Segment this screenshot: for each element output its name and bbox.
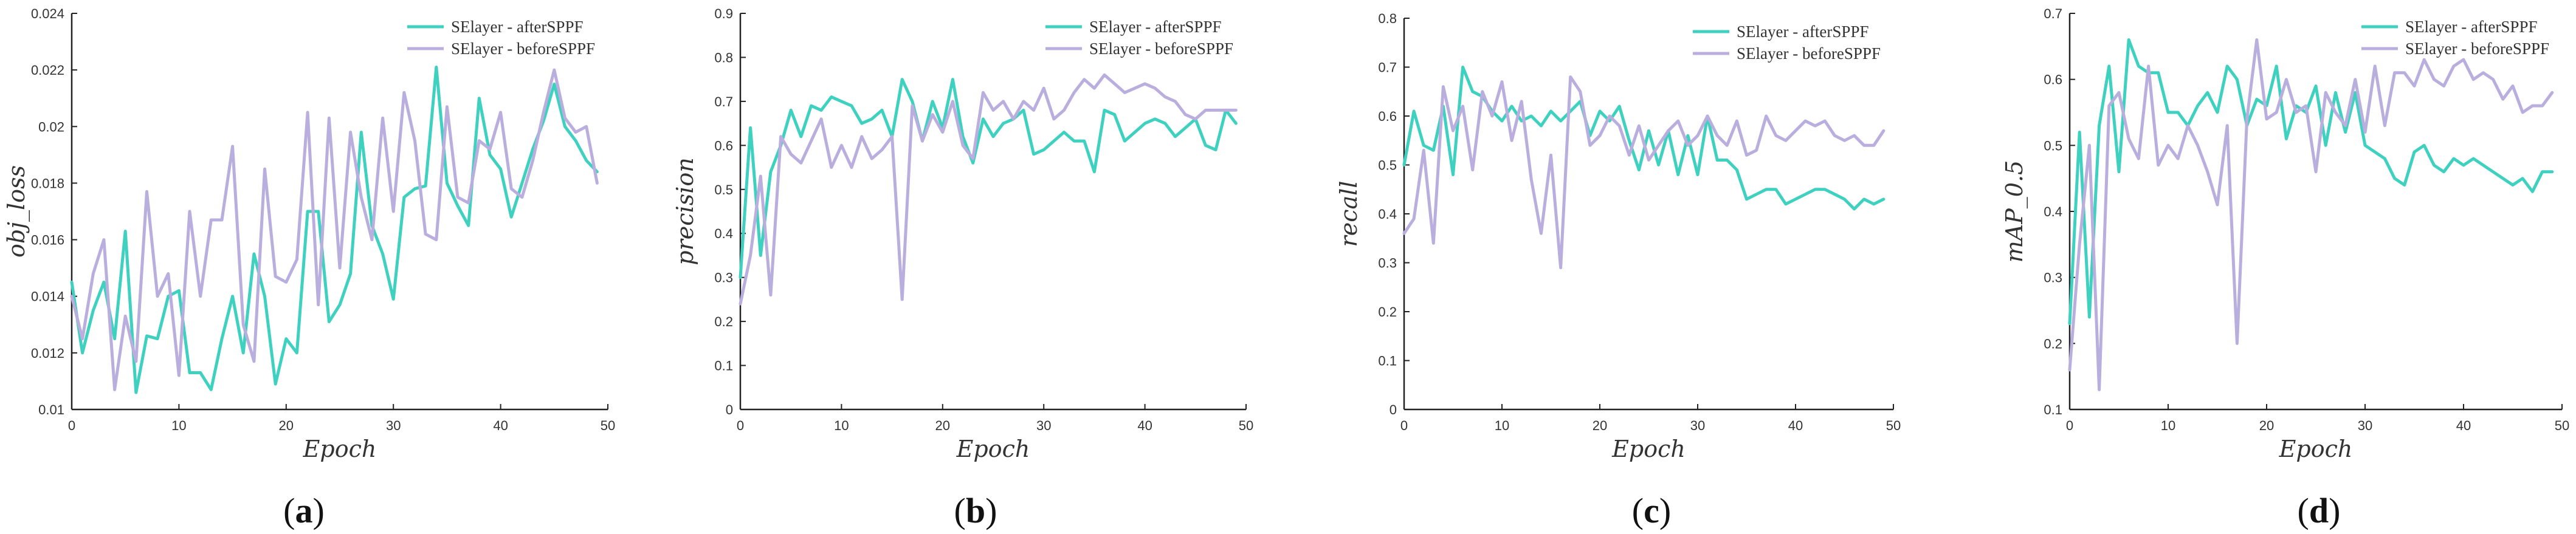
- y-axis-title: mAP_0.5: [2001, 160, 2028, 262]
- x-tick-label: 30: [1690, 418, 1705, 433]
- panel-label: (c): [1632, 491, 1671, 530]
- y-tick-label: 0.7: [714, 94, 733, 109]
- x-tick-label: 50: [2555, 418, 2569, 433]
- y-tick-label: 0.014: [31, 289, 64, 304]
- x-tick-label: 20: [279, 418, 294, 433]
- y-tick-label: 0.4: [714, 226, 733, 241]
- y-tick-label: 0.3: [2044, 270, 2062, 286]
- x-tick-label: 20: [1593, 418, 1607, 433]
- y-tick-label: 0.5: [1378, 158, 1397, 173]
- x-tick-label: 50: [1886, 418, 1901, 433]
- x-tick-label: 10: [171, 418, 186, 433]
- y-tick-label: 0.01: [38, 402, 64, 417]
- x-tick-label: 40: [493, 418, 508, 433]
- y-tick-label: 0.1: [2044, 402, 2062, 417]
- legend-label: SElayer - beforeSPPF: [1089, 39, 1233, 58]
- y-axis-title: recall: [1335, 181, 1362, 247]
- y-tick-label: 0.2: [2044, 336, 2062, 351]
- y-tick-label: 0.2: [1378, 304, 1397, 320]
- y-tick-label: 0: [1390, 402, 1397, 417]
- y-tick-label: 0.8: [1378, 11, 1397, 26]
- series-line-before-sppf: [739, 73, 1238, 306]
- y-tick-label: 0.024: [31, 6, 64, 21]
- series-line-before-sppf: [1402, 75, 1886, 270]
- panel-label: (d): [2298, 491, 2341, 530]
- panel-label: (b): [954, 491, 997, 530]
- legend-label: SElayer - beforeSPPF: [1737, 44, 1881, 63]
- y-tick-label: 0.5: [714, 182, 733, 197]
- chart-panel-d: 0.1 0.2 0.3 0.4 0.5 0.6 0.7 0 10 20 30 40 50 Epoch mAP…: [2001, 6, 2569, 530]
- y-tick-label: 0.5: [2044, 138, 2062, 153]
- x-tick-label: 50: [601, 418, 615, 433]
- x-tick-label: 0: [68, 418, 75, 433]
- x-tick-label: 30: [386, 418, 401, 433]
- x-axis-title: Epoch: [1611, 436, 1686, 462]
- y-tick-label: 0.022: [31, 63, 64, 78]
- x-tick-label: 30: [1036, 418, 1051, 433]
- series-line-before-sppf: [70, 68, 599, 391]
- x-axis-title: Epoch: [956, 436, 1030, 462]
- y-tick-label: 0.6: [714, 138, 733, 153]
- x-tick-label: 20: [2259, 418, 2274, 433]
- x-tick-label: 20: [935, 418, 950, 433]
- chart-panel-c: 0 0.1 0.2 0.3 0.4 0.5 0.6 0.7 0.8 0 10 20 30 40 50 Epoc…: [1335, 11, 1901, 530]
- panel-label: (a): [283, 491, 325, 530]
- x-tick-label: 10: [2161, 418, 2175, 433]
- x-tick-label: 10: [1495, 418, 1509, 433]
- y-tick-label: 0.9: [714, 6, 733, 21]
- y-tick-label: 0.02: [38, 119, 64, 134]
- y-tick-label: 0.6: [2044, 72, 2062, 87]
- y-tick-label: 0: [726, 402, 733, 417]
- y-tick-label: 0.2: [714, 314, 733, 329]
- chart-panel-b: 0 0.1 0.2 0.3 0.4 0.5 0.6 0.7 0.8 0.9 0 10 20 30 40 50 E…: [672, 6, 1253, 530]
- legend-label: SElayer - afterSPPF: [2405, 18, 2537, 36]
- series-line-after-sppf: [2068, 38, 2554, 326]
- y-tick-label: 0.1: [714, 358, 733, 374]
- y-tick-label: 0.7: [1378, 60, 1397, 75]
- y-tick-label: 0.1: [1378, 354, 1397, 369]
- y-tick-label: 0.012: [31, 346, 64, 361]
- x-tick-label: 0: [2066, 418, 2073, 433]
- y-axis-title: precision: [672, 157, 698, 265]
- y-tick-label: 0.3: [714, 270, 733, 286]
- x-tick-label: 0: [737, 418, 744, 433]
- y-tick-label: 0.4: [2044, 204, 2062, 219]
- x-tick-label: 40: [2456, 418, 2471, 433]
- x-tick-label: 40: [1788, 418, 1803, 433]
- series-line-before-sppf: [2068, 38, 2554, 391]
- y-tick-label: 0.6: [1378, 109, 1397, 124]
- legend-label: SElayer - afterSPPF: [1089, 18, 1221, 36]
- y-tick-label: 0.016: [31, 233, 64, 248]
- legend-label: SElayer - beforeSPPF: [451, 39, 595, 58]
- chart-panel-a: 0.01 0.012 0.014 0.016 0.018 0.02 0.022 0.024 0 1…: [3, 6, 615, 530]
- x-tick-label: 50: [1239, 418, 1253, 433]
- y-tick-label: 0.7: [2044, 6, 2062, 21]
- legend-label: SElayer - afterSPPF: [1737, 22, 1868, 41]
- legend-label: SElayer - beforeSPPF: [2405, 39, 2549, 58]
- legend-label: SElayer - afterSPPF: [451, 18, 583, 36]
- y-tick-label: 0.018: [31, 176, 64, 191]
- x-axis-title: Epoch: [2279, 436, 2353, 462]
- y-tick-label: 0.4: [1378, 207, 1397, 222]
- x-tick-label: 30: [2358, 418, 2372, 433]
- x-tick-label: 10: [834, 418, 849, 433]
- x-axis-title: Epoch: [303, 436, 377, 462]
- series-line-after-sppf: [739, 78, 1238, 279]
- x-tick-label: 0: [1400, 418, 1408, 433]
- y-tick-label: 0.8: [714, 50, 733, 65]
- x-tick-label: 40: [1137, 418, 1152, 433]
- y-tick-label: 0.3: [1378, 256, 1397, 271]
- series-line-after-sppf: [70, 66, 599, 394]
- y-axis-title: obj_loss: [3, 165, 30, 258]
